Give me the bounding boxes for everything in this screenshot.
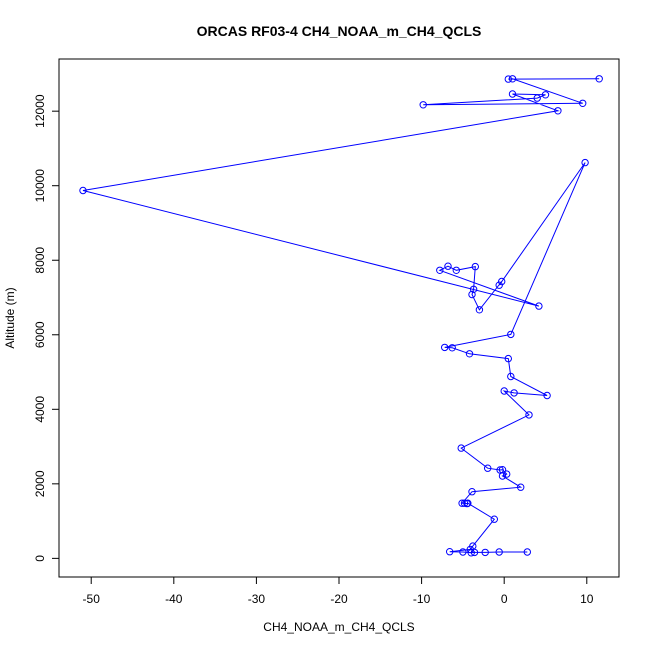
data-point [507, 372, 515, 381]
data-point [490, 515, 498, 523]
data-point [541, 91, 550, 99]
data-point [444, 262, 452, 270]
data-point [579, 99, 587, 108]
x-tick-label: -40 [165, 592, 183, 606]
data-point [523, 548, 531, 556]
y-axis: 0 2000 4000 6000 8000 10000 12000 [33, 94, 60, 562]
data-point [554, 107, 562, 115]
data-point [500, 387, 508, 395]
data-point [507, 330, 515, 339]
data-point [470, 548, 479, 557]
data-point [481, 548, 489, 557]
x-tick-label: -10 [413, 592, 431, 606]
data-point [458, 499, 466, 507]
data-point [468, 488, 476, 496]
data-point [517, 483, 525, 491]
data-point [469, 285, 478, 293]
data-point [508, 75, 517, 83]
data-point [535, 302, 543, 310]
y-tick-label: 12000 [33, 94, 47, 128]
data-point [504, 75, 512, 83]
x-tick-label: -30 [248, 592, 266, 606]
data-point [441, 343, 449, 352]
data-point [510, 389, 518, 397]
data-point [448, 344, 456, 352]
data-point [503, 470, 511, 478]
data-point [460, 499, 469, 507]
data-point [484, 464, 492, 472]
data-point [446, 548, 454, 556]
data-point [543, 391, 551, 400]
data-point [468, 290, 476, 299]
data-point [465, 350, 474, 358]
data-point [581, 158, 589, 167]
y-tick-label: 10000 [33, 169, 47, 203]
data-point [471, 262, 479, 271]
data-point [452, 266, 460, 274]
y-tick-label: 0 [33, 555, 47, 562]
x-axis-label: CH4_NOAA_m_CH4_QCLS [263, 620, 414, 634]
x-tick-label: -50 [83, 592, 101, 606]
data-point [525, 411, 533, 419]
y-tick-label: 6000 [33, 321, 47, 348]
y-axis-label: Altitude (m) [3, 287, 17, 348]
series-path [82, 78, 600, 554]
data-point [504, 354, 512, 363]
data-point [495, 281, 503, 289]
y-tick-label: 4000 [33, 396, 47, 423]
series-points [79, 75, 603, 557]
chart-title: ORCAS RF03-4 CH4_NOAA_m_CH4_QCLS [197, 23, 482, 39]
x-axis: -50 -40 -30 -20 -10 0 10 [83, 576, 594, 606]
data-point [436, 266, 444, 274]
data-point [464, 499, 472, 507]
data-point [79, 186, 87, 195]
y-tick-label: 2000 [33, 470, 47, 497]
data-point [498, 472, 507, 480]
data-point [467, 549, 475, 557]
data-point [459, 548, 467, 556]
y-tick-label: 8000 [33, 247, 47, 274]
data-point [495, 548, 503, 556]
data-point [508, 90, 517, 98]
x-tick-label: 10 [580, 592, 594, 606]
data-point [595, 75, 603, 83]
series-line [82, 78, 600, 554]
x-tick-label: -20 [330, 592, 348, 606]
x-tick-label: 0 [501, 592, 508, 606]
data-point [475, 306, 484, 314]
data-point [498, 277, 506, 286]
data-point [457, 444, 465, 452]
data-point [419, 101, 427, 109]
data-point [533, 94, 541, 102]
